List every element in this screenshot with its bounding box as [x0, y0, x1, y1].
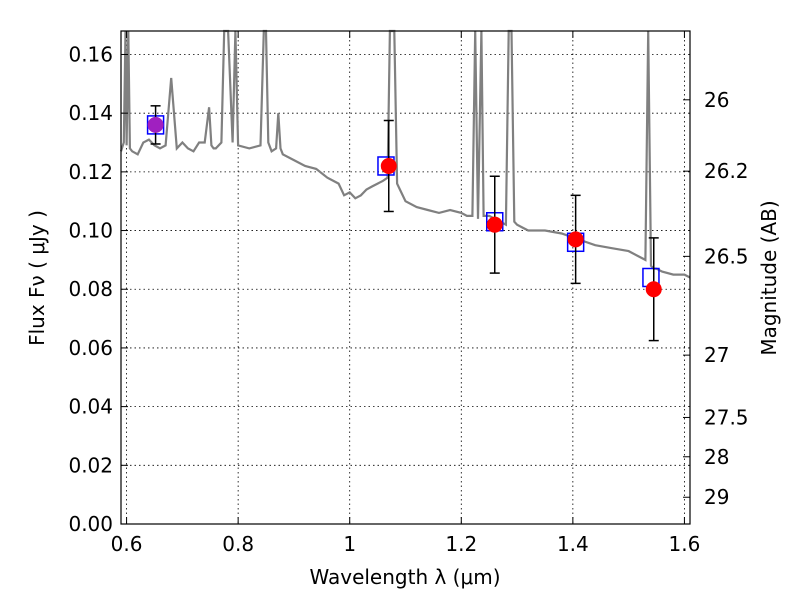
- mag-tick-label: 28: [704, 445, 729, 469]
- observed-point: [486, 216, 503, 233]
- grid-layer: [121, 31, 690, 525]
- y-tick-label: 0.10: [68, 219, 113, 243]
- y2-axis-title: Magnitude (AB): [757, 200, 781, 355]
- observed-layer: [147, 116, 662, 298]
- model-layer: [146, 115, 660, 288]
- errorbar-layer: [150, 105, 659, 342]
- spectrum-layer: [119, 29, 691, 279]
- mag-tick-label: 26: [704, 88, 729, 112]
- x-tick-label: 1.2: [445, 532, 477, 556]
- y-tick-label: 0.02: [68, 453, 113, 477]
- y-axis-title: Flux Fν ( μJy ): [25, 210, 49, 346]
- observed-point: [380, 157, 397, 174]
- x-tick-label: 0.6: [111, 532, 143, 556]
- mag-tick-label: 29: [704, 485, 729, 509]
- y-tick-label: 0.08: [68, 277, 113, 301]
- mag-tick-label: 26.2: [704, 159, 749, 183]
- y-tick-label: 0.04: [68, 395, 113, 419]
- x-tick-label: 1: [343, 532, 356, 556]
- x-axis-title: Wavelength λ (μm): [309, 565, 500, 589]
- observed-point: [147, 116, 164, 133]
- x-tick-label: 1.4: [557, 532, 589, 556]
- y-tick-label: 0.00: [68, 512, 113, 536]
- y-tick-label: 0.16: [68, 42, 113, 66]
- observed-point: [645, 281, 662, 298]
- x-tick-label: 0.8: [222, 532, 254, 556]
- ticks-layer: 0.6 0.8 1 1.2 1.4 1.6 0.00 0.02 0.04 0.06 0.08 0.10…: [68, 31, 749, 556]
- y-tick-label: 0.12: [68, 160, 113, 184]
- mag-tick-label: 27.5: [704, 405, 749, 429]
- mag-tick-label: 27: [704, 343, 729, 367]
- spectrum-line: [119, 29, 691, 279]
- observed-point: [567, 231, 584, 248]
- x-tick-label: 1.6: [669, 532, 701, 556]
- mag-tick-label: 26.5: [704, 244, 749, 268]
- plot-frame: [120, 30, 691, 525]
- y-tick-label: 0.06: [68, 336, 113, 360]
- y-tick-label: 0.14: [68, 101, 113, 125]
